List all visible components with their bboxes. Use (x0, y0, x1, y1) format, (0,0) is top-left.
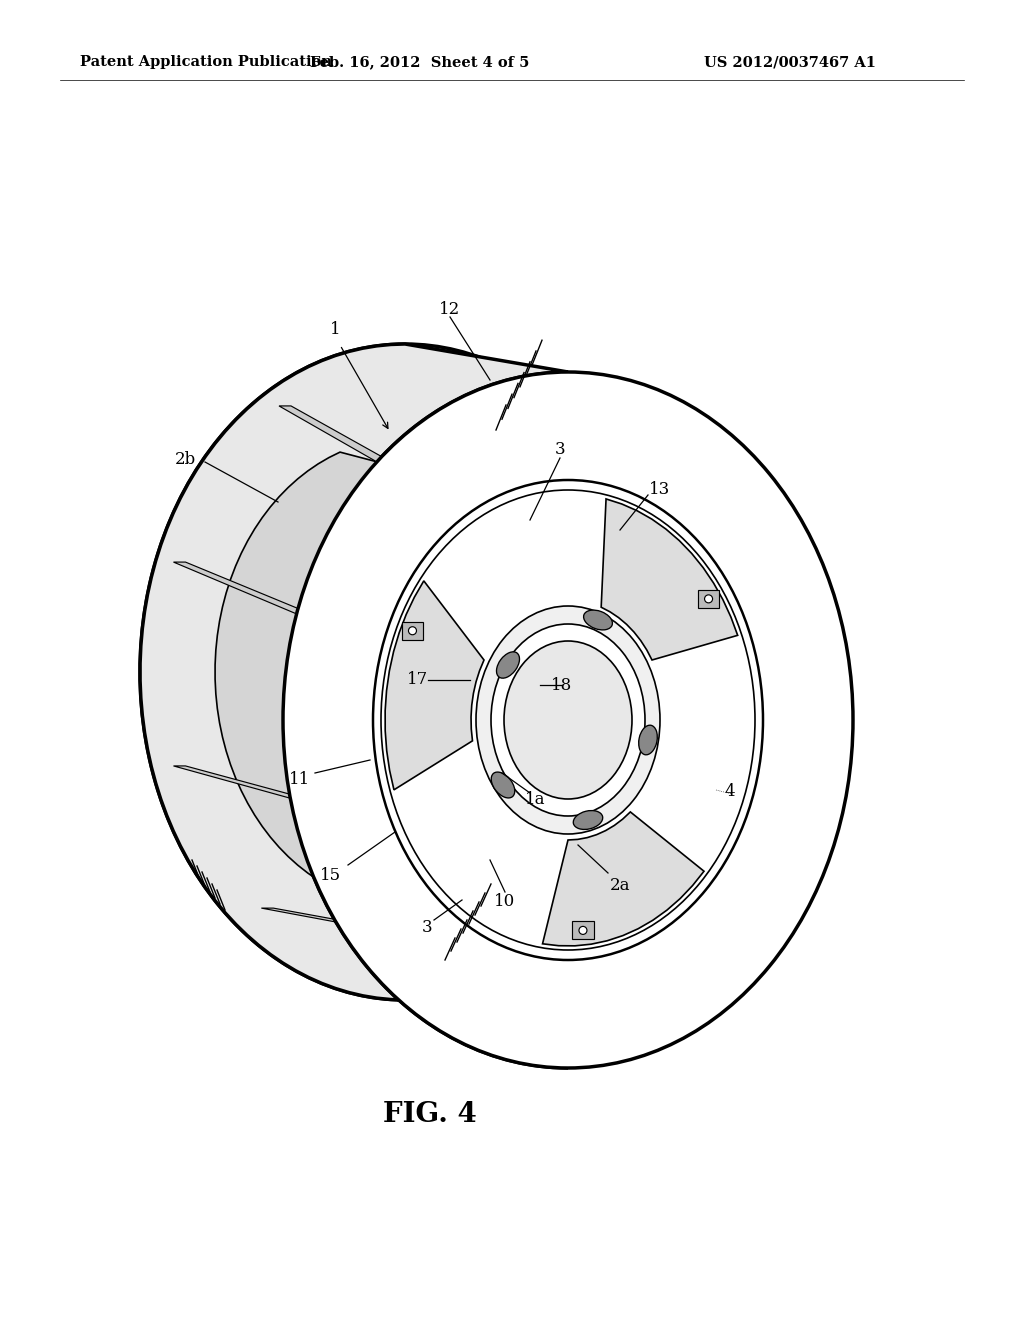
Text: FIG. 4: FIG. 4 (383, 1101, 477, 1129)
Text: 15: 15 (319, 866, 341, 883)
Text: 18: 18 (551, 676, 572, 693)
Polygon shape (140, 345, 568, 1068)
Text: 12: 12 (439, 301, 461, 318)
Polygon shape (173, 562, 379, 642)
Text: 11: 11 (290, 771, 310, 788)
Ellipse shape (373, 480, 763, 960)
Ellipse shape (705, 595, 713, 603)
Text: Patent Application Publication: Patent Application Publication (80, 55, 332, 69)
Ellipse shape (573, 810, 603, 829)
Ellipse shape (492, 772, 515, 799)
Text: 1a: 1a (524, 792, 545, 808)
Ellipse shape (584, 610, 612, 630)
Text: 13: 13 (649, 482, 671, 499)
Ellipse shape (490, 624, 645, 816)
Text: 17: 17 (408, 672, 429, 689)
Text: 3: 3 (555, 441, 565, 458)
Polygon shape (697, 590, 720, 609)
Ellipse shape (639, 725, 657, 755)
Ellipse shape (497, 652, 519, 678)
Ellipse shape (381, 490, 755, 950)
Ellipse shape (504, 642, 632, 799)
Polygon shape (543, 812, 703, 946)
Polygon shape (601, 499, 737, 660)
Ellipse shape (409, 627, 417, 635)
Polygon shape (401, 622, 423, 640)
Ellipse shape (476, 606, 660, 834)
Text: 1: 1 (330, 322, 340, 338)
Text: 4: 4 (725, 784, 735, 800)
Text: 10: 10 (495, 894, 516, 911)
Text: 3: 3 (422, 919, 432, 936)
Ellipse shape (579, 927, 587, 935)
Text: 2a: 2a (609, 876, 630, 894)
Ellipse shape (140, 345, 670, 1001)
Polygon shape (385, 581, 484, 789)
Polygon shape (279, 407, 471, 507)
Text: US 2012/0037467 A1: US 2012/0037467 A1 (705, 55, 876, 69)
Text: Feb. 16, 2012  Sheet 4 of 5: Feb. 16, 2012 Sheet 4 of 5 (310, 55, 529, 69)
Polygon shape (261, 908, 456, 941)
Ellipse shape (283, 372, 853, 1068)
Polygon shape (572, 921, 594, 940)
Ellipse shape (158, 366, 652, 978)
Ellipse shape (172, 384, 638, 960)
Polygon shape (215, 453, 502, 945)
Text: 2b: 2b (174, 451, 196, 469)
Polygon shape (173, 766, 379, 818)
